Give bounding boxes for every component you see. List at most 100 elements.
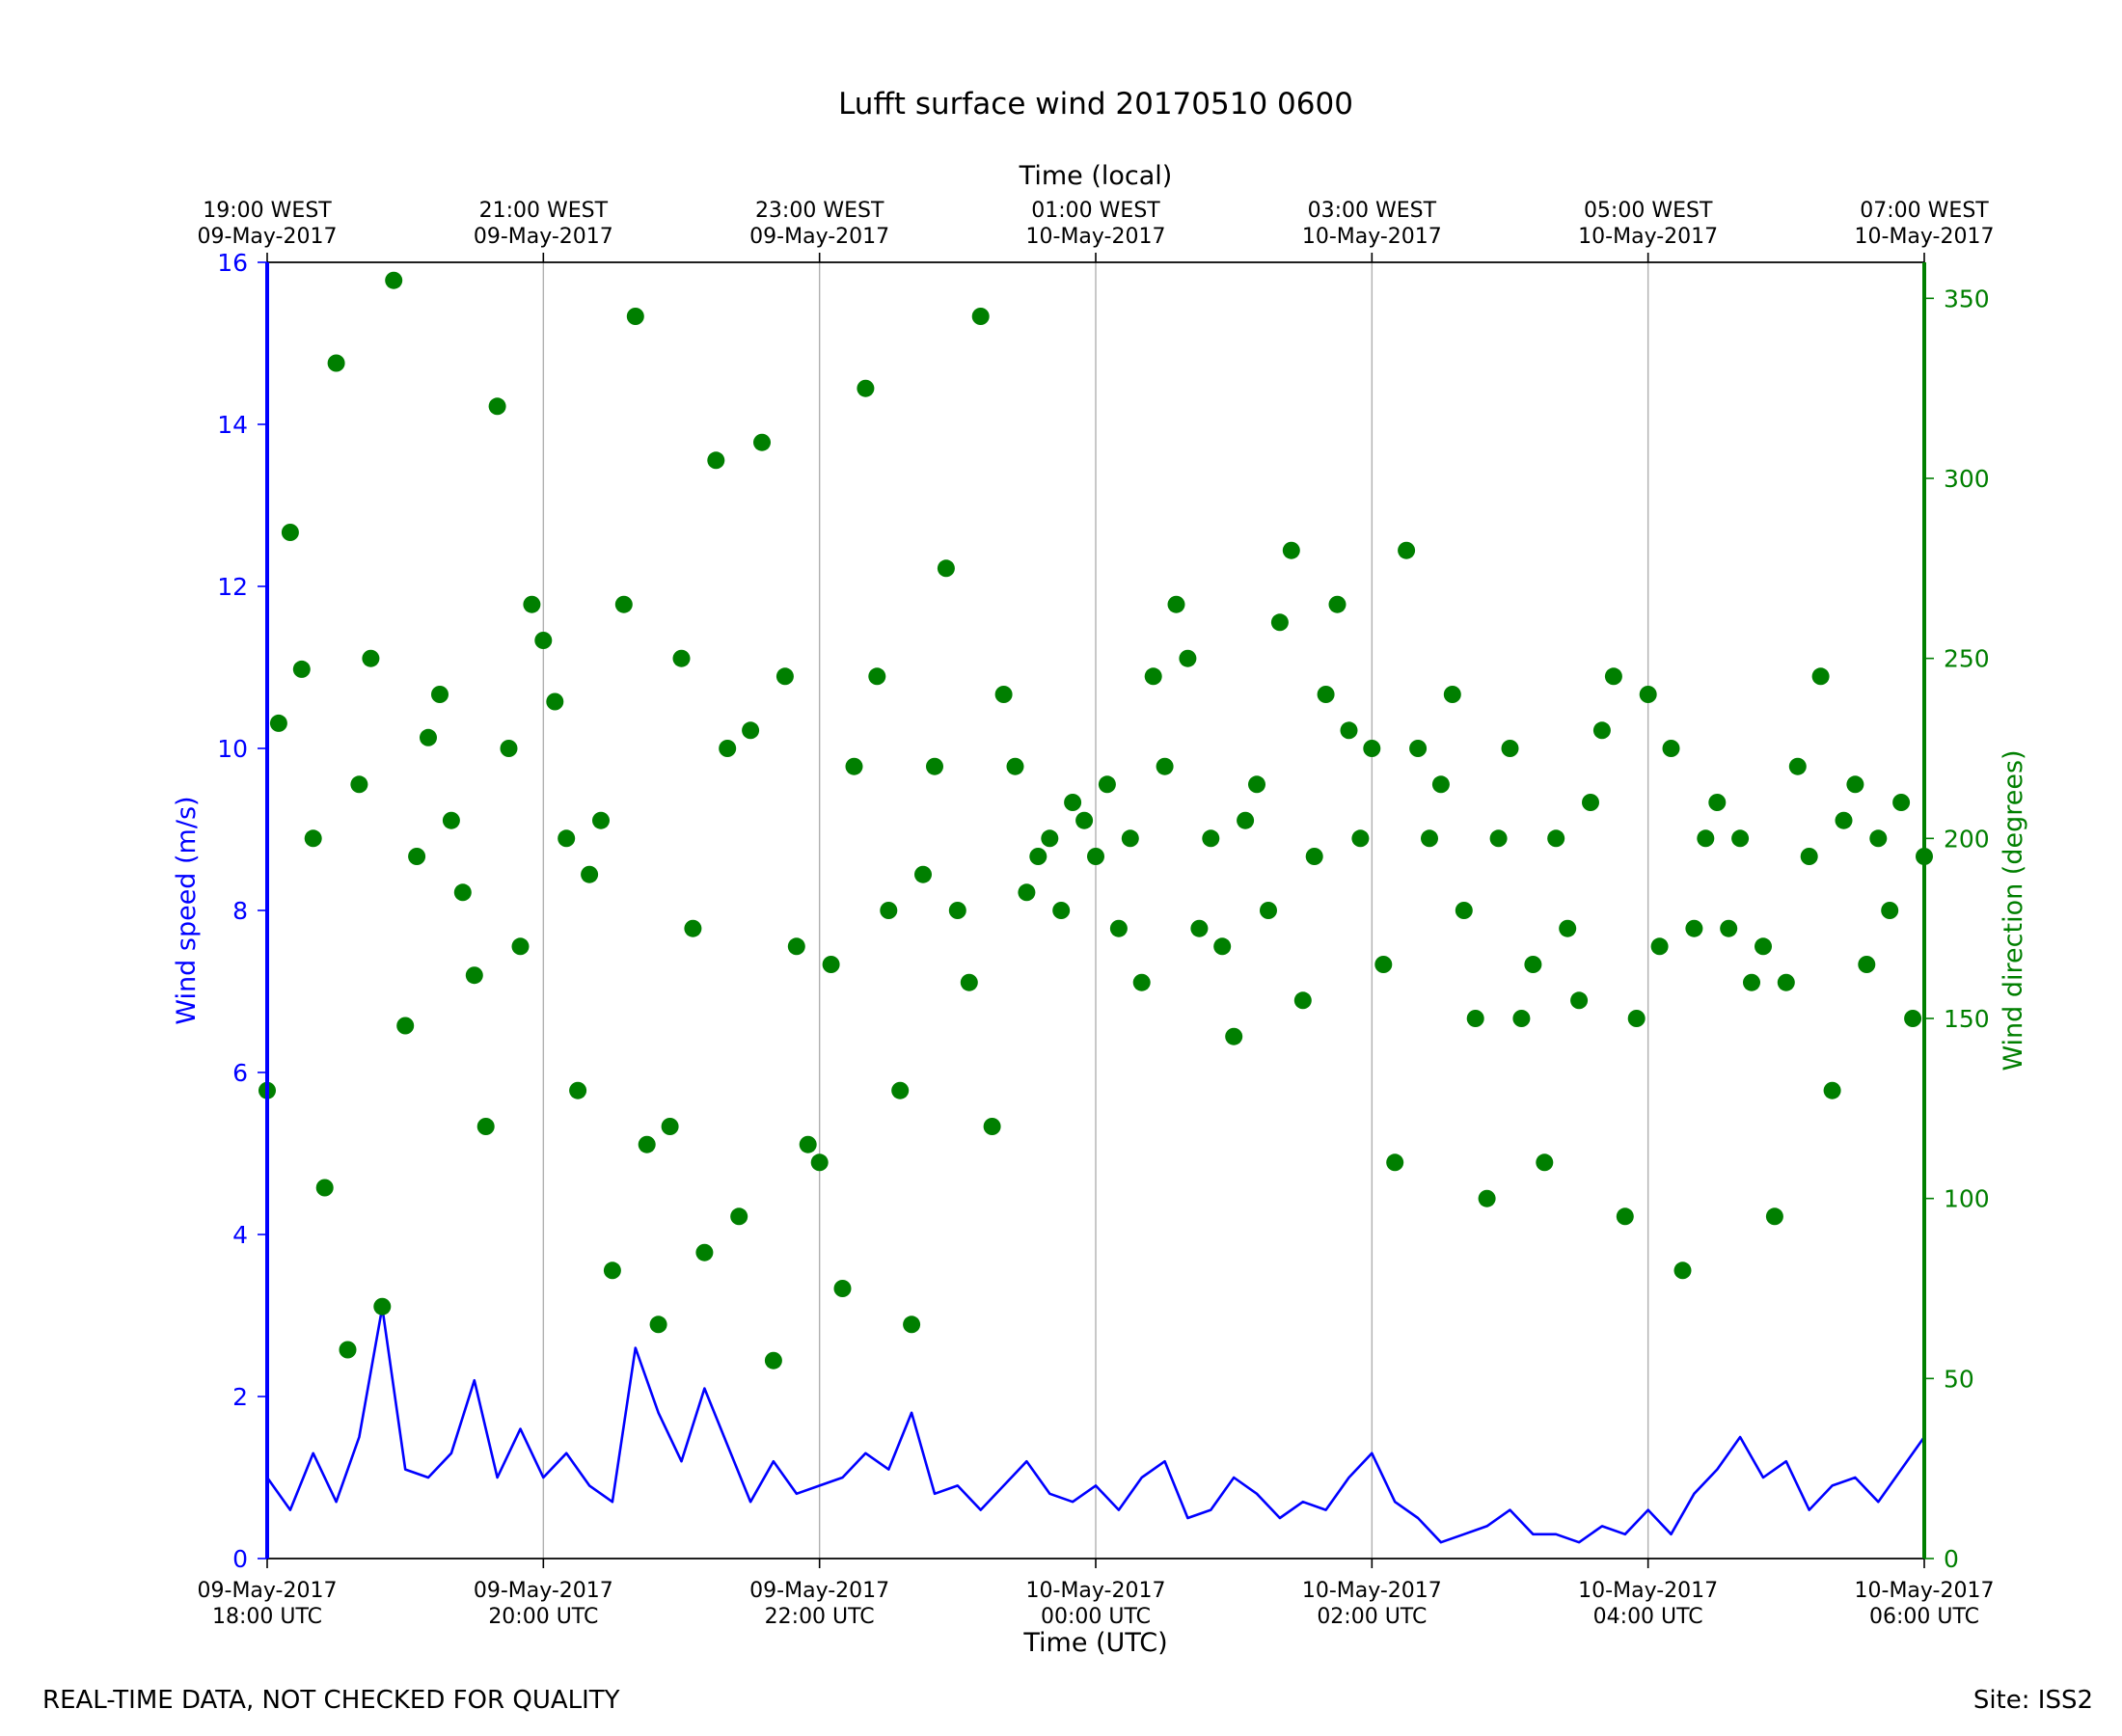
wind-direction-point: [695, 1243, 714, 1261]
wind-direction-point: [753, 433, 771, 451]
wind-direction-point: [1662, 740, 1680, 757]
wind-direction-point: [1041, 829, 1059, 848]
wind-direction-point: [626, 308, 644, 325]
wind-direction-point: [1190, 919, 1209, 937]
wind-direction-point: [994, 686, 1013, 703]
wind-direction-point: [1167, 595, 1185, 613]
y-tick-label: 10: [217, 735, 248, 763]
grid-lines: [542, 262, 1649, 1559]
wind-direction-point: [684, 919, 702, 937]
wind-direction-point: [719, 740, 737, 757]
wind-direction-point: [488, 397, 506, 416]
wind-direction-point: [1018, 883, 1036, 902]
wind-direction-point: [281, 524, 299, 541]
wind-direction-point: [903, 1316, 921, 1334]
wind-direction-point: [1351, 829, 1370, 848]
x2-tick-date: 09-May-2017: [198, 225, 338, 249]
wind-direction-point: [1835, 811, 1853, 829]
wind-direction-point: [396, 1017, 415, 1035]
wind-direction-point: [1293, 991, 1312, 1010]
wind-direction-point: [1409, 740, 1428, 757]
wind-direction-point: [614, 595, 633, 613]
wind-direction-point: [1328, 595, 1347, 613]
y-tick-label: 8: [232, 897, 248, 925]
wind-direction-point: [799, 1135, 817, 1153]
wind-direction-series: [258, 271, 1933, 1370]
x2-tick-date: 10-May-2017: [1026, 225, 1166, 249]
x-tick-date: 09-May-2017: [474, 1579, 613, 1603]
left-axis-label: Wind speed (m/s): [172, 796, 202, 1024]
wind-direction-point: [937, 559, 955, 578]
wind-direction-point: [269, 714, 287, 732]
y-tick-label: 12: [217, 573, 248, 601]
wind-direction-point: [1892, 794, 1911, 811]
wind-direction-point: [1179, 649, 1197, 667]
y2-tick-label: 350: [1944, 285, 1990, 312]
wind-direction-point: [339, 1341, 357, 1359]
wind-direction-point: [742, 721, 760, 740]
x-tick-time: 04:00 UTC: [1593, 1605, 1703, 1629]
y2-tick-label: 50: [1944, 1365, 1974, 1393]
wind-direction-point: [1755, 937, 1772, 956]
wind-direction-point: [1075, 811, 1094, 829]
x2-tick-date: 10-May-2017: [1578, 225, 1718, 249]
wind-direction-point: [1087, 848, 1104, 865]
x-tick-date: 10-May-2017: [1855, 1579, 1995, 1603]
wind-direction-point: [1570, 991, 1589, 1010]
wind-speed-series: [265, 1306, 1926, 1544]
x2-tick-time: 07:00 WEST: [1860, 199, 1989, 223]
wind-direction-point: [581, 865, 599, 883]
wind-direction-point: [1202, 829, 1220, 848]
wind-direction-point: [1720, 919, 1738, 937]
wind-direction-point: [1374, 956, 1393, 973]
wind-direction-point: [1743, 973, 1760, 991]
wind-direction-point: [1846, 775, 1864, 794]
wind-direction-point: [1592, 721, 1611, 740]
wind-direction-point: [1213, 937, 1232, 956]
wind-direction-point: [1559, 919, 1577, 937]
wind-direction-point: [1708, 794, 1727, 811]
x2-tick-time: 03:00 WEST: [1308, 199, 1437, 223]
wind-direction-point: [1363, 740, 1381, 757]
x-tick-time: 22:00 UTC: [765, 1605, 875, 1629]
wind-direction-point: [1006, 757, 1024, 775]
wind-direction-point: [476, 1118, 495, 1135]
x-tick-time: 00:00 UTC: [1041, 1605, 1151, 1629]
y2-tick-label: 200: [1944, 825, 1990, 853]
wind-direction-point: [775, 667, 794, 686]
wind-direction-point: [1604, 667, 1622, 686]
wind-direction-point: [546, 692, 564, 711]
wind-direction-point: [730, 1207, 748, 1226]
wind-direction-point: [1305, 848, 1323, 865]
y-tick-label: 6: [232, 1059, 248, 1087]
wind-direction-point: [971, 308, 990, 325]
wind-direction-point: [672, 649, 691, 667]
wind-direction-point: [1869, 829, 1888, 848]
x2-tick-date: 10-May-2017: [1302, 225, 1442, 249]
wind-direction-point: [880, 902, 898, 919]
wind-direction-point: [1109, 919, 1128, 937]
wind-direction-point: [1777, 973, 1795, 991]
wind-direction-point: [914, 865, 932, 883]
wind-direction-point: [327, 354, 345, 372]
wind-direction-point: [1052, 902, 1071, 919]
wind-direction-point: [983, 1118, 1001, 1135]
y-tick-label: 2: [232, 1383, 248, 1411]
y2-tick-label: 100: [1944, 1185, 1990, 1213]
wind-direction-point: [1248, 775, 1265, 794]
wind-direction-point: [1132, 973, 1151, 991]
y2-tick-label: 150: [1944, 1005, 1990, 1033]
wind-direction-point: [1616, 1207, 1634, 1226]
wind-direction-point: [1685, 919, 1703, 937]
x-tick-date: 09-May-2017: [749, 1579, 889, 1603]
wind-direction-point: [1098, 775, 1116, 794]
wind-direction-point: [603, 1261, 621, 1280]
wind-direction-point: [948, 902, 966, 919]
wind-direction-point: [1237, 811, 1255, 829]
wind-direction-point: [822, 956, 840, 973]
wind-direction-point: [1455, 902, 1473, 919]
wind-direction-point: [1512, 1010, 1531, 1027]
y2-tick-label: 0: [1944, 1545, 1959, 1573]
wind-direction-point: [1121, 829, 1139, 848]
